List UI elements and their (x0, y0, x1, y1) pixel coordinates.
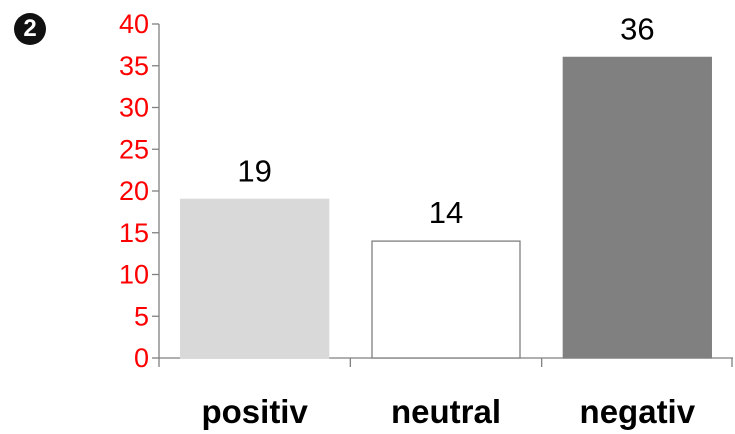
y-tick-label: 5 (134, 301, 149, 331)
data-label-negativ: 36 (620, 11, 654, 46)
category-label-neutral: neutral (391, 393, 501, 430)
y-tick-label: 40 (119, 9, 149, 39)
bar-positiv (180, 198, 330, 359)
y-tick-label: 30 (119, 93, 149, 123)
category-labels: positiv neutral negativ (201, 393, 695, 430)
data-label-positiv: 19 (237, 153, 271, 188)
data-label-neutral: 14 (429, 195, 463, 230)
category-label-positiv: positiv (201, 393, 308, 430)
y-tick-label: 10 (119, 260, 149, 290)
bar-negativ (562, 56, 712, 359)
y-tick-label: 25 (119, 134, 149, 164)
y-axis: 0 5 10 15 20 25 30 35 40 (119, 9, 160, 373)
step-number-badge: 2 (14, 13, 46, 45)
category-label-negativ: negativ (580, 393, 696, 430)
y-tick-label: 0 (134, 343, 149, 373)
bar-neutral (371, 240, 521, 359)
x-axis (158, 357, 733, 367)
y-tick-label: 35 (119, 51, 149, 81)
y-tick-label: 20 (119, 176, 149, 206)
y-tick-label: 15 (119, 218, 149, 248)
data-labels: 19 14 36 (237, 11, 654, 230)
bars (180, 56, 712, 359)
